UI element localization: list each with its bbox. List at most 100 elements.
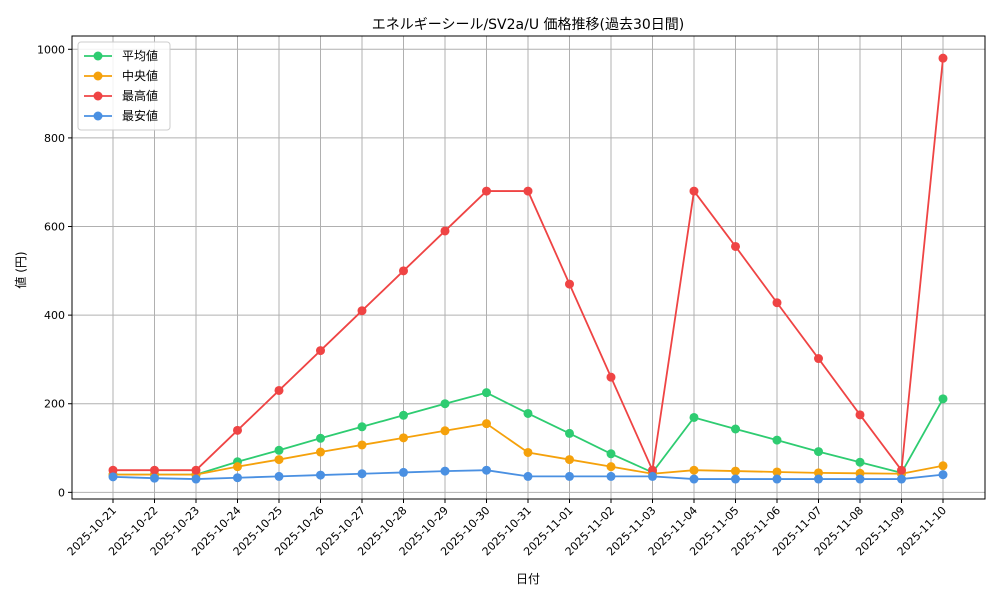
data-point: [855, 410, 865, 420]
data-point: [606, 471, 616, 481]
data-point: [440, 426, 450, 436]
data-point: [523, 186, 533, 196]
chart-title: エネルギーシール/SV2a/U 価格推移(過去30日間): [372, 17, 685, 33]
data-point: [440, 226, 450, 236]
data-point: [274, 385, 284, 395]
data-point: [274, 455, 284, 465]
data-point: [150, 473, 159, 483]
data-point: [357, 422, 367, 432]
data-point: [482, 465, 491, 475]
data-point: [233, 473, 242, 483]
data-point: [565, 279, 574, 289]
legend-item: 中央値: [84, 68, 158, 83]
y-axis-label: 値 (円): [13, 251, 28, 288]
data-point: [689, 465, 699, 475]
legend-item: 最高値: [84, 88, 158, 103]
plot-frame: [71, 35, 986, 500]
data-point: [938, 394, 948, 404]
data-point: [606, 462, 616, 472]
legend-item: 平均値: [84, 48, 158, 63]
data-point: [731, 466, 740, 476]
data-point: [482, 388, 491, 398]
data-point: [648, 471, 657, 481]
legend-label: 中央値: [122, 68, 158, 83]
data-point: [689, 412, 699, 422]
data-point: [357, 306, 367, 316]
data-point: [689, 186, 699, 196]
data-point: [274, 445, 284, 455]
data-point: [565, 455, 574, 465]
data-point: [814, 447, 823, 457]
data-point: [482, 419, 491, 429]
data-point: [233, 462, 242, 472]
data-point: [399, 266, 408, 276]
legend-marker: [93, 91, 103, 101]
legend-box: [77, 41, 171, 131]
legend-marker: [93, 51, 103, 61]
data-point: [814, 468, 823, 478]
data-point: [731, 474, 740, 484]
legend-label: 最安値: [122, 108, 158, 123]
data-point: [731, 424, 740, 434]
data-point: [897, 474, 906, 484]
data-point: [938, 470, 948, 480]
data-point: [731, 241, 740, 251]
y-tick-label: 200: [44, 398, 65, 411]
legend-label: 平均値: [122, 48, 158, 63]
data-point: [648, 465, 657, 475]
data-point: [233, 425, 242, 435]
data-point: [316, 470, 325, 480]
data-point: [108, 465, 118, 475]
data-point: [565, 471, 574, 481]
legend-label: 最高値: [122, 88, 158, 103]
data-point: [191, 465, 201, 475]
data-point: [357, 469, 367, 479]
data-point: [814, 354, 823, 364]
tick-layer: 2025-10-212025-10-222025-10-232025-10-24…: [37, 43, 949, 558]
data-point: [150, 465, 159, 475]
data-point: [523, 471, 533, 481]
series-3: [108, 465, 948, 484]
data-point: [191, 474, 201, 484]
data-point: [399, 467, 408, 477]
data-point: [814, 474, 823, 484]
data-point: [565, 428, 574, 438]
y-tick-label: 800: [44, 132, 65, 145]
series-2: [108, 53, 948, 475]
data-point: [316, 346, 325, 356]
data-point: [357, 440, 367, 450]
x-axis-label: 日付: [516, 572, 540, 586]
data-point: [897, 465, 906, 475]
data-point: [772, 474, 782, 484]
y-tick-label: 600: [44, 221, 65, 234]
data-point: [482, 186, 491, 196]
data-point: [523, 447, 533, 457]
y-tick-label: 1000: [37, 43, 65, 56]
data-point: [772, 467, 782, 477]
data-point: [316, 447, 325, 457]
data-point: [938, 461, 948, 471]
data-point: [274, 471, 284, 481]
data-point: [938, 53, 948, 63]
series-1: [108, 419, 948, 480]
data-point: [606, 449, 616, 459]
series-layer: [108, 53, 948, 484]
data-point: [108, 472, 118, 482]
data-point: [440, 399, 450, 409]
data-point: [772, 435, 782, 445]
data-point: [855, 474, 865, 484]
data-point: [689, 474, 699, 484]
data-point: [399, 433, 408, 443]
legend-item: 最安値: [84, 108, 158, 123]
data-point: [606, 372, 616, 382]
legend-marker: [93, 71, 103, 81]
y-tick-label: 0: [58, 486, 65, 499]
data-point: [399, 410, 408, 420]
data-point: [523, 408, 533, 418]
data-point: [316, 433, 325, 443]
data-point: [440, 466, 450, 476]
data-point: [855, 457, 865, 467]
